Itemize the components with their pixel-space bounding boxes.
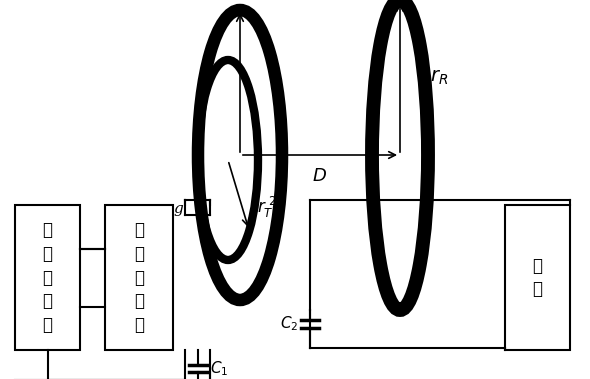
Text: 信
号
发
生
器: 信 号 发 生 器 <box>42 221 53 334</box>
Text: $D$: $D$ <box>313 167 327 185</box>
Text: $C_2$: $C_2$ <box>280 315 298 334</box>
Text: $r_T^{\ 2}$: $r_T^{\ 2}$ <box>257 195 277 220</box>
Text: $C_1$: $C_1$ <box>209 359 228 378</box>
Bar <box>505 205 570 350</box>
Bar <box>105 205 173 350</box>
Text: g: g <box>173 202 183 216</box>
Text: 功
率
放
大
器: 功 率 放 大 器 <box>134 221 144 334</box>
Text: $r_R$: $r_R$ <box>430 68 448 87</box>
Text: $r_T^{\ 1}$: $r_T^{\ 1}$ <box>214 0 235 2</box>
Text: 负
载: 负 载 <box>533 257 542 298</box>
Bar <box>15 205 80 350</box>
